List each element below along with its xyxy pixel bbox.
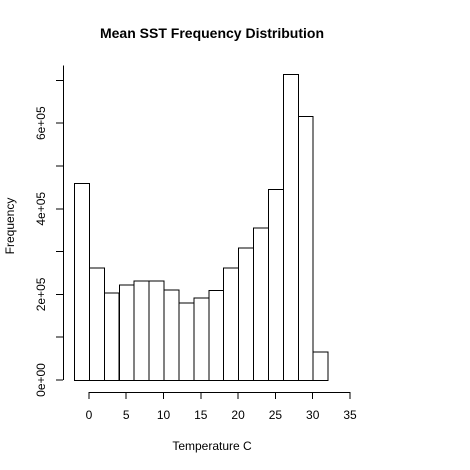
histogram-bar-15 bbox=[297, 115, 314, 382]
y-axis: 0e+00 2e+05 4e+05 6e+05 bbox=[34, 65, 64, 397]
histogram-bars bbox=[74, 74, 329, 382]
histogram-bar-12 bbox=[253, 227, 269, 381]
y-tick-label-3: 6e+05 bbox=[34, 106, 48, 140]
x-tick-label-5: 25 bbox=[269, 408, 283, 422]
histogram-bar-8 bbox=[193, 297, 210, 381]
x-tick-label-1: 5 bbox=[123, 408, 130, 422]
histogram-bar-13 bbox=[267, 189, 284, 381]
histogram-bar-7 bbox=[178, 302, 195, 381]
x-tick-label-7: 35 bbox=[343, 408, 357, 422]
x-tick-label-0: 0 bbox=[86, 408, 93, 422]
histogram-bar-1 bbox=[88, 267, 105, 381]
histogram-bar-9 bbox=[208, 290, 225, 382]
histogram-bar-14 bbox=[282, 74, 299, 381]
histogram-bar-3 bbox=[118, 284, 135, 382]
histogram-bar-11 bbox=[238, 247, 255, 381]
y-tick-label-0: 0e+00 bbox=[34, 363, 48, 397]
x-axis-label: Temperature C bbox=[172, 439, 252, 453]
histogram-bar-10 bbox=[223, 267, 240, 381]
y-tick-label-2: 4e+05 bbox=[34, 192, 48, 226]
histogram-bar-5 bbox=[148, 280, 165, 382]
histogram-bar-0 bbox=[74, 183, 90, 381]
chart-title: Mean SST Frequency Distribution bbox=[100, 25, 324, 41]
x-tick-label-3: 15 bbox=[194, 408, 208, 422]
x-tick-label-2: 10 bbox=[157, 408, 171, 422]
x-tick-label-4: 20 bbox=[231, 408, 245, 422]
histogram-bar-6 bbox=[163, 289, 180, 381]
y-tick-label-1: 2e+05 bbox=[34, 277, 48, 311]
x-axis: 0 5 10 15 20 25 30 35 bbox=[86, 392, 357, 422]
histogram-bar-2 bbox=[103, 292, 120, 382]
histogram-bar-16 bbox=[312, 351, 329, 381]
y-axis-label: Frequency bbox=[3, 198, 17, 255]
x-tick-label-6: 30 bbox=[306, 408, 320, 422]
histogram-bar-4 bbox=[133, 280, 150, 382]
